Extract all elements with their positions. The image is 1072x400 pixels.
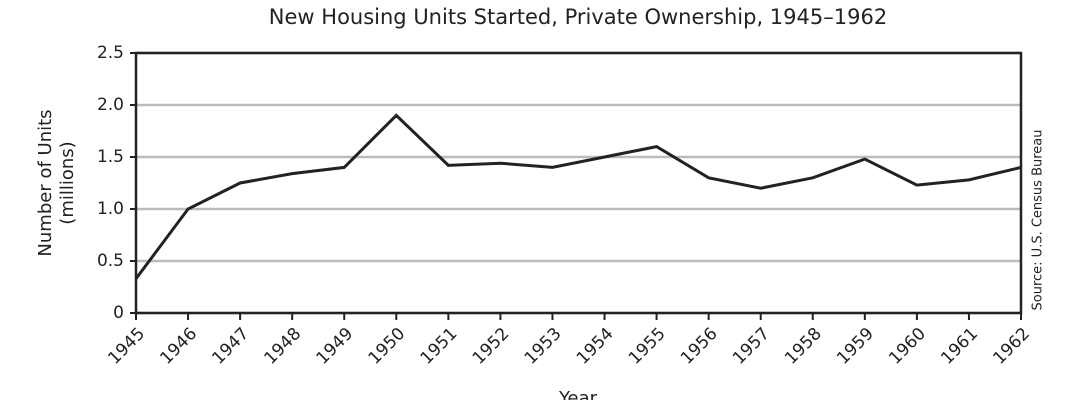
- x-tick-label: 1945: [104, 324, 149, 369]
- x-tick-label: 1951: [417, 324, 462, 369]
- source-note: Source: U.S. Census Bureau: [1031, 130, 1046, 311]
- x-tick-label: 1950: [365, 324, 410, 369]
- x-tick-label: 1957: [729, 324, 774, 369]
- x-tick-label: 1955: [625, 324, 670, 369]
- x-tick-label: 1960: [885, 324, 930, 369]
- x-tick-label: 1948: [261, 324, 306, 369]
- x-tick-label: 1947: [208, 324, 253, 369]
- x-tick-label: 1961: [937, 324, 982, 369]
- y-axis-label: (millions): [57, 141, 78, 224]
- x-tick-label: 1958: [781, 324, 826, 369]
- y-tick-label: 2.0: [97, 95, 124, 115]
- x-tick-label: 1956: [677, 324, 722, 369]
- y-tick-label: 0: [113, 303, 124, 323]
- plot-frame: [134, 51, 1023, 315]
- x-tick-label: 1962: [989, 324, 1034, 369]
- x-axis-label: Year: [558, 388, 598, 400]
- x-tick-label: 1952: [469, 324, 514, 369]
- chart-title: New Housing Units Started, Private Owner…: [269, 5, 887, 29]
- x-tick-label: 1953: [521, 324, 566, 369]
- x-tick-label: 1954: [573, 324, 618, 369]
- y-axis-label: Number of Units: [35, 109, 56, 256]
- y-tick-label: 2.5: [97, 43, 124, 63]
- x-tick-label: 1959: [833, 324, 878, 369]
- y-tick-label: 1.0: [97, 199, 124, 219]
- data-line: [134, 113, 1022, 280]
- y-tick-label: 0.5: [97, 251, 124, 271]
- x-tick-label: 1946: [156, 324, 201, 369]
- x-tick-label: 1949: [313, 324, 358, 369]
- y-tick-label: 1.5: [97, 147, 124, 167]
